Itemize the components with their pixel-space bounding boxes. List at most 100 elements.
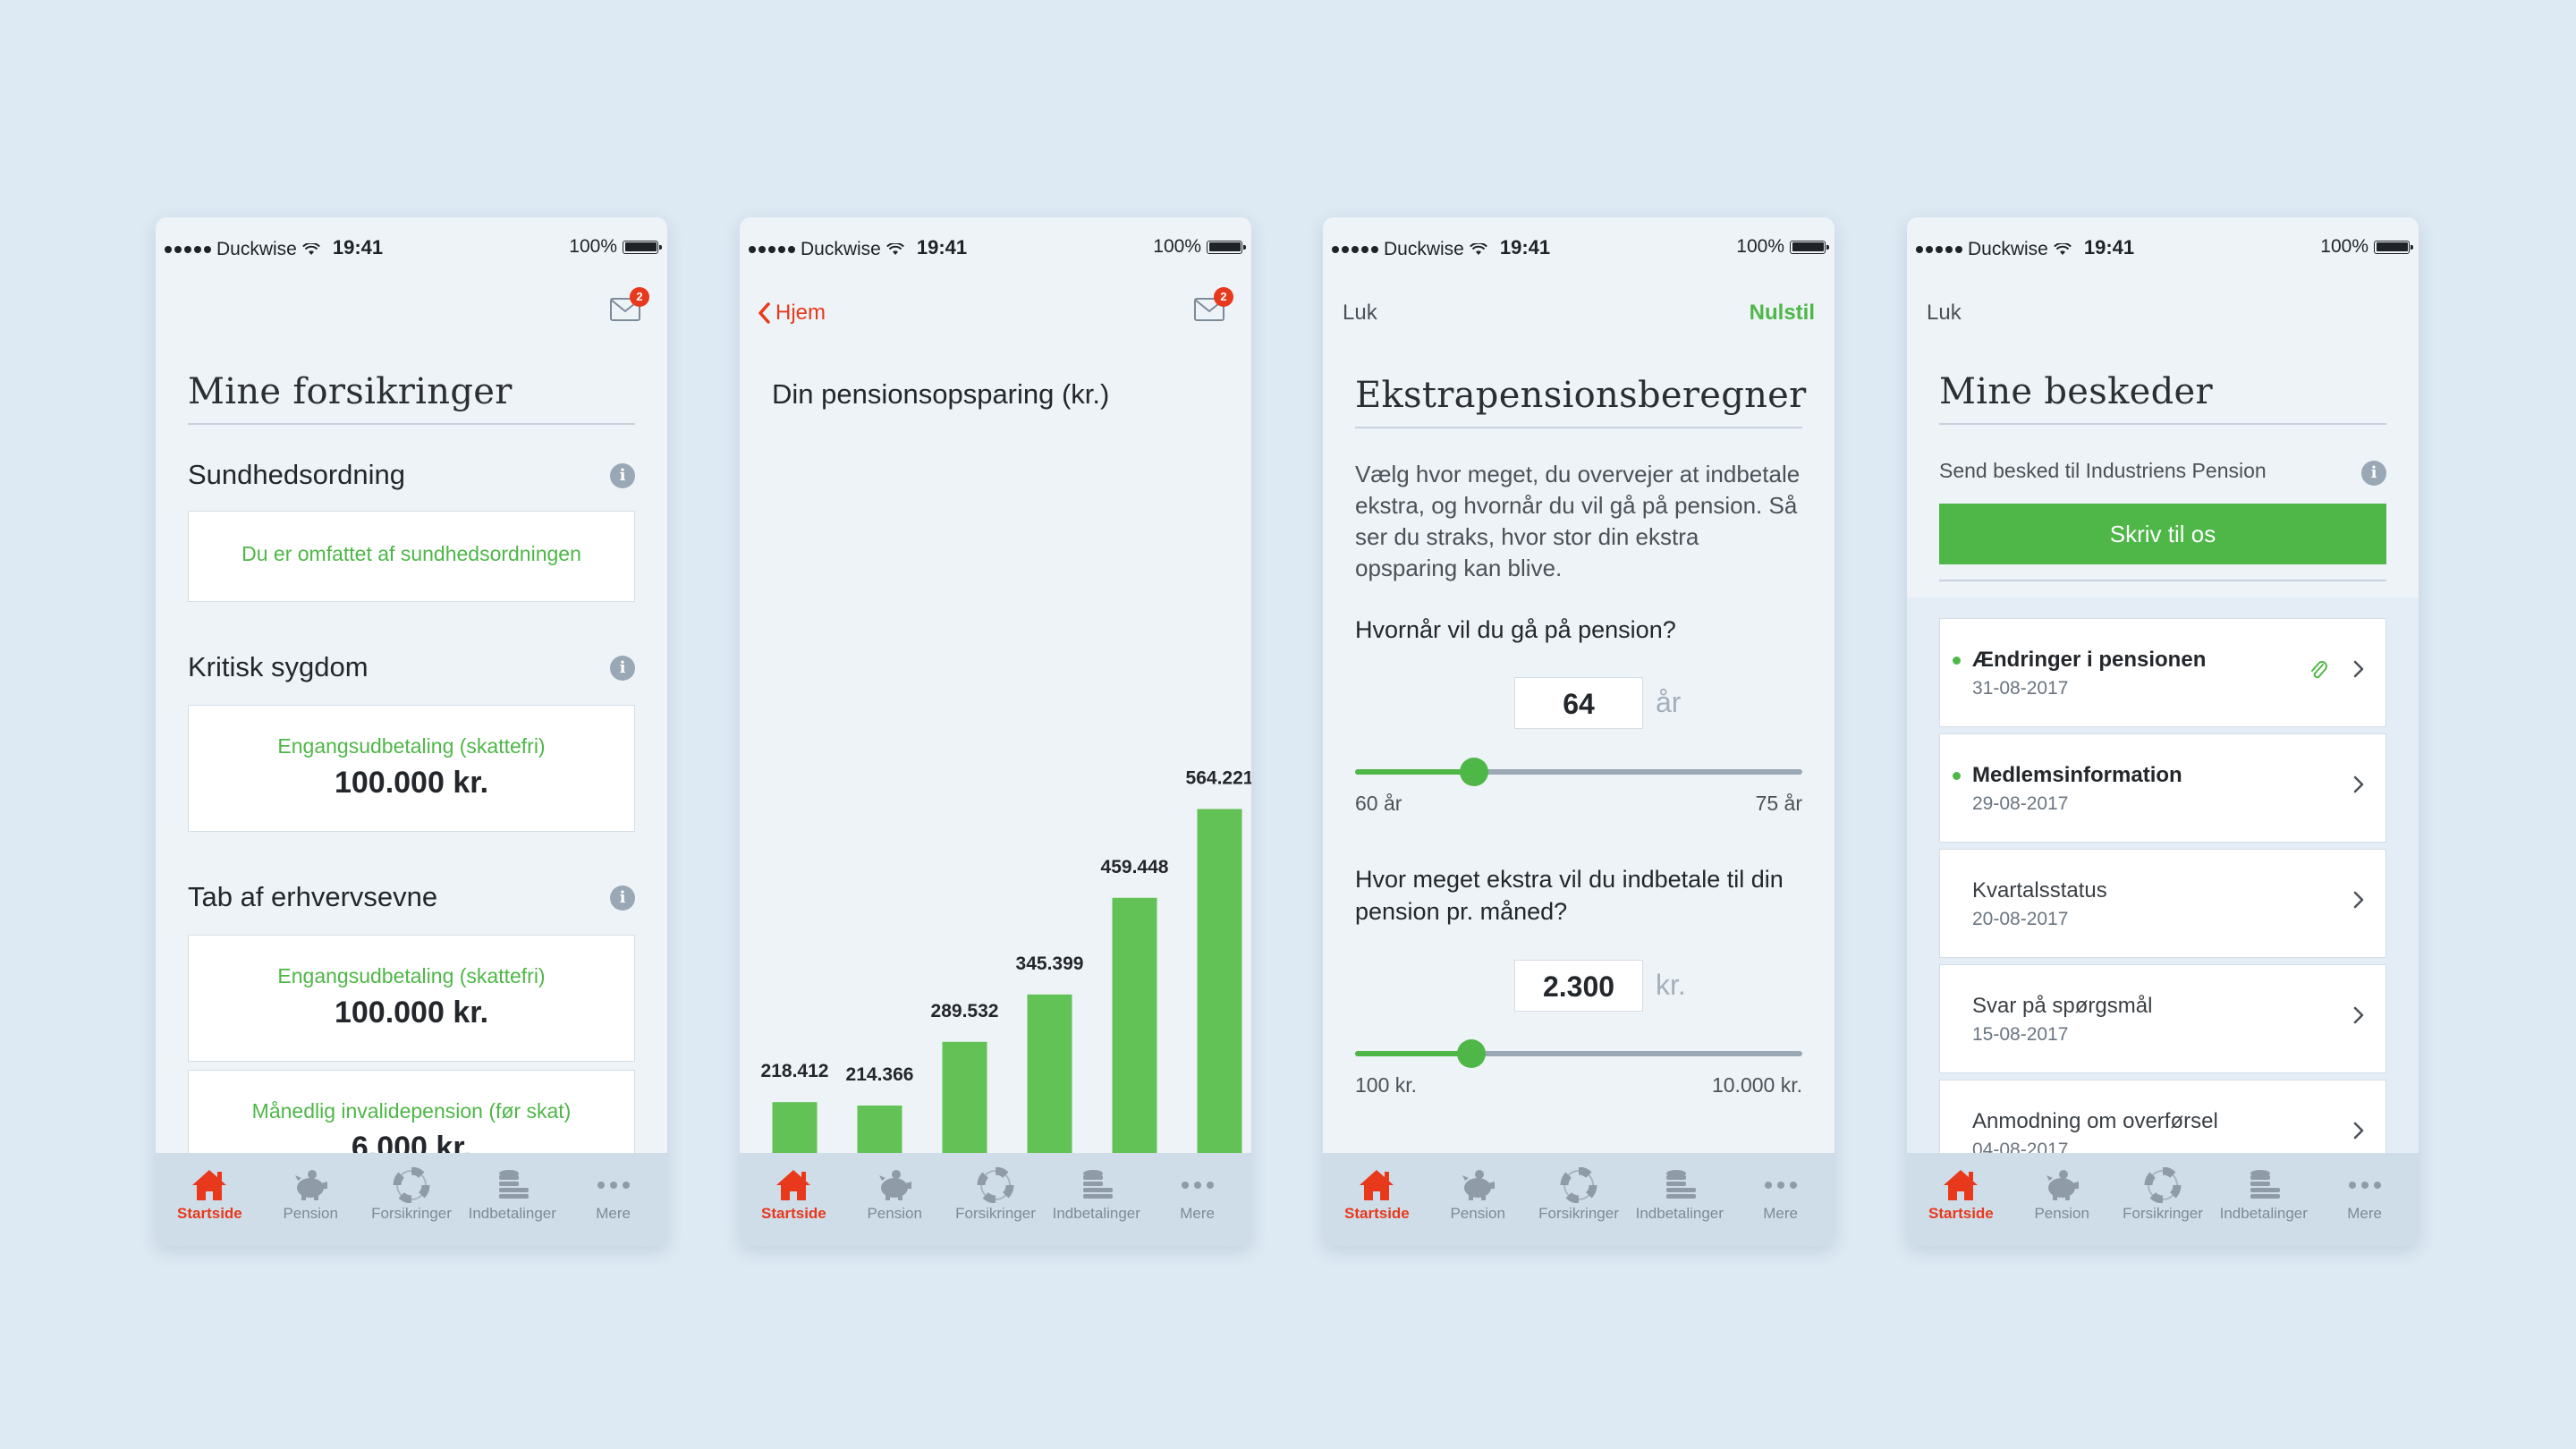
mail-button[interactable]: 2 bbox=[610, 287, 649, 321]
phone-messages-screen: Duckwise 19:41 100% Luk Mine beskeder Se… bbox=[1907, 217, 2419, 1246]
tab-label: Startside bbox=[761, 1205, 826, 1222]
chart-bar-2013[interactable] bbox=[772, 1102, 818, 1160]
battery-percent: 100% bbox=[569, 236, 617, 257]
lifebuoy-icon bbox=[945, 1165, 1046, 1205]
chart-bar-2017[interactable] bbox=[1112, 897, 1157, 1160]
back-button[interactable]: Hjem bbox=[758, 301, 826, 326]
info-icon[interactable]: i bbox=[610, 463, 635, 488]
section-heading-kritisk-sygdom: Kritisk sygdom bbox=[188, 651, 369, 682]
message-item[interactable]: Ændringer i pensionen 31-08-2017 bbox=[1939, 618, 2386, 727]
tab-pension[interactable]: Pension bbox=[260, 1153, 360, 1246]
tab-label: Forsikringer bbox=[955, 1205, 1036, 1222]
carrier: Duckwise bbox=[216, 239, 297, 259]
tab-startside[interactable]: Startside bbox=[743, 1153, 843, 1246]
chart-bar-2018[interactable] bbox=[1197, 809, 1242, 1160]
chart-value-label: 345.399 bbox=[1016, 953, 1084, 974]
age-input[interactable]: 64 bbox=[1514, 677, 1643, 729]
coverage-label: Engangsudbetaling (skattefri) bbox=[277, 964, 546, 987]
battery-icon bbox=[1207, 240, 1246, 254]
tab-startside[interactable]: Startside bbox=[159, 1153, 259, 1246]
phone-calculator-screen: Duckwise 19:41 100% Luk Nulstil Ekstrape… bbox=[1323, 217, 1835, 1246]
tab-pension[interactable]: Pension bbox=[2012, 1153, 2112, 1246]
message-item[interactable]: Svar på spørgsmål 15-08-2017 bbox=[1939, 964, 2386, 1073]
write-to-us-button[interactable]: Skriv til os bbox=[1939, 504, 2386, 564]
tab-mere[interactable]: Mere bbox=[564, 1153, 664, 1246]
house-icon bbox=[1326, 1165, 1427, 1205]
battery-percent: 100% bbox=[1153, 236, 1201, 257]
more-dots-icon bbox=[2315, 1165, 2415, 1205]
coins-icon bbox=[2214, 1165, 2314, 1205]
wifi-icon bbox=[886, 243, 904, 256]
coverage-amount: 100.000 kr. bbox=[334, 766, 489, 800]
close-button[interactable]: Luk bbox=[1927, 301, 1962, 325]
tab-startside[interactable]: Startside bbox=[1326, 1153, 1427, 1246]
tab-bar: Startside Pension Forsikringer Indbetali… bbox=[1907, 1153, 2419, 1246]
tab-indbetalinger[interactable]: Indbetalinger bbox=[462, 1153, 563, 1246]
message-chevron bbox=[2353, 891, 2364, 913]
tab-indbetalinger[interactable]: Indbetalinger bbox=[2214, 1153, 2314, 1246]
chart-bar-2016[interactable] bbox=[1027, 994, 1072, 1160]
close-button[interactable]: Luk bbox=[1343, 301, 1377, 325]
section-heading-sundhedsordning: Sundhedsordning bbox=[188, 459, 406, 490]
coverage-label: Månedlig invalidepension (før skat) bbox=[251, 1099, 572, 1123]
tab-pension[interactable]: Pension bbox=[1428, 1153, 1528, 1246]
chart-bar-2014[interactable] bbox=[857, 1106, 902, 1160]
tab-label: Mere bbox=[1180, 1205, 1215, 1222]
chart-bar-2015[interactable] bbox=[942, 1041, 987, 1160]
coverage-card[interactable]: Du er omfattet af sundhedsordningen bbox=[188, 511, 635, 602]
coins-icon bbox=[462, 1165, 563, 1205]
tab-indbetalinger[interactable]: Indbetalinger bbox=[1046, 1153, 1147, 1246]
tab-indbetalinger[interactable]: Indbetalinger bbox=[1630, 1153, 1730, 1246]
tab-forsikringer[interactable]: Forsikringer bbox=[1529, 1153, 1629, 1246]
unread-badge: 2 bbox=[1214, 287, 1233, 307]
phone-insurance-screen: Duckwise 19:41 100% 2 Mine forsikringer … bbox=[156, 217, 667, 1246]
coverage-amount: 100.000 kr. bbox=[334, 996, 489, 1030]
message-item[interactable]: Kvartalsstatus 20-08-2017 bbox=[1939, 849, 2386, 958]
battery-icon bbox=[1790, 240, 1829, 254]
age-slider[interactable] bbox=[1355, 758, 1802, 786]
mail-button[interactable]: 2 bbox=[1194, 287, 1233, 321]
tab-label: Startside bbox=[1344, 1205, 1410, 1222]
chevron-right-icon bbox=[2353, 1122, 2364, 1140]
amount-input[interactable]: 2.300 bbox=[1514, 960, 1643, 1012]
message-date: 20-08-2017 bbox=[1972, 909, 2069, 929]
tab-mere[interactable]: Mere bbox=[1148, 1153, 1248, 1246]
signal-dots-icon bbox=[749, 246, 795, 253]
amount-slider[interactable] bbox=[1355, 1039, 1802, 1068]
tab-label: Indbetalinger bbox=[2219, 1205, 2308, 1222]
info-icon[interactable]: i bbox=[2361, 461, 2386, 486]
tab-forsikringer[interactable]: Forsikringer bbox=[361, 1153, 462, 1246]
tab-label: Startside bbox=[177, 1205, 242, 1222]
tab-mere[interactable]: Mere bbox=[1731, 1153, 1831, 1246]
clock: 19:41 bbox=[916, 236, 968, 258]
battery-icon bbox=[2374, 240, 2413, 254]
wifi-icon bbox=[1469, 243, 1487, 256]
coverage-card[interactable]: Engangsudbetaling (skattefri) 100.000 kr… bbox=[188, 935, 635, 1062]
lifebuoy-icon bbox=[2113, 1165, 2213, 1205]
tab-mere[interactable]: Mere bbox=[2315, 1153, 2415, 1246]
slider-handle[interactable] bbox=[1457, 1039, 1486, 1068]
divider bbox=[1939, 580, 2386, 581]
unread-badge: 2 bbox=[630, 287, 649, 307]
tab-forsikringer[interactable]: Forsikringer bbox=[945, 1153, 1046, 1246]
tab-label: Indbetalinger bbox=[1635, 1205, 1724, 1222]
message-item[interactable]: Medlemsinformation 29-08-2017 bbox=[1939, 733, 2386, 843]
carrier: Duckwise bbox=[1384, 239, 1464, 259]
slider-fill bbox=[1355, 769, 1475, 775]
info-icon[interactable]: i bbox=[610, 656, 635, 681]
tab-pension[interactable]: Pension bbox=[844, 1153, 945, 1246]
info-icon[interactable]: i bbox=[610, 886, 635, 911]
age-min-label: 60 år bbox=[1355, 792, 1402, 815]
status-bar: Duckwise 19:41 100% bbox=[1907, 217, 2419, 260]
reset-button[interactable]: Nulstil bbox=[1749, 301, 1815, 325]
phone-pension-chart-screen: Duckwise 19:41 100% Hjem 2 Din pensionso… bbox=[740, 217, 1251, 1246]
tab-forsikringer[interactable]: Forsikringer bbox=[2113, 1153, 2213, 1246]
slider-handle[interactable] bbox=[1460, 758, 1489, 786]
tab-startside[interactable]: Startside bbox=[1911, 1153, 2011, 1246]
chart-value-label: 289.532 bbox=[931, 1001, 999, 1021]
status-bar: Duckwise 19:41 100% bbox=[740, 217, 1251, 260]
coverage-card[interactable]: Engangsudbetaling (skattefri) 100.000 kr… bbox=[188, 705, 635, 832]
status-bar: Duckwise 19:41 100% bbox=[156, 217, 667, 260]
carrier: Duckwise bbox=[1968, 239, 2048, 259]
more-dots-icon bbox=[564, 1165, 664, 1205]
